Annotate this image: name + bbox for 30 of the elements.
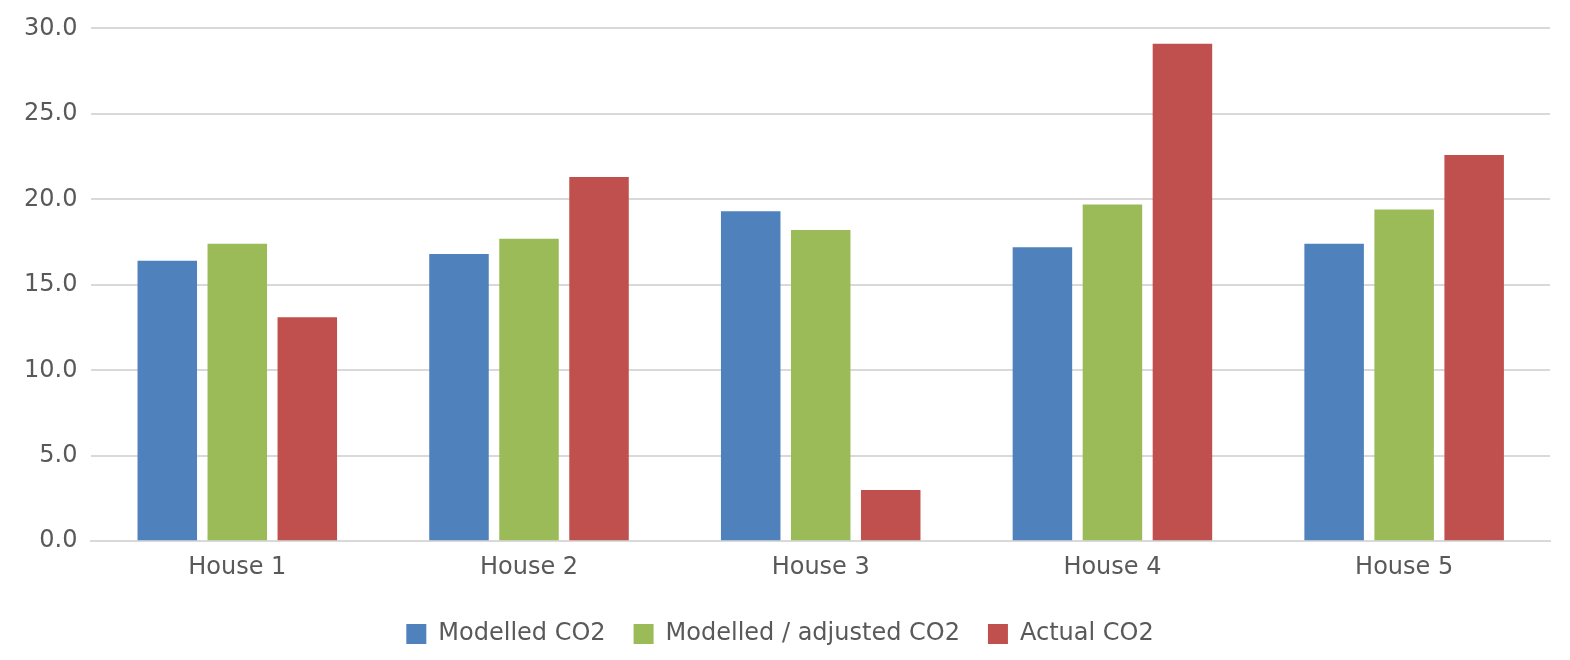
bar [207, 243, 268, 541]
x-tick-label: House 1 [188, 551, 287, 580]
bar [1444, 154, 1504, 541]
bar [499, 238, 559, 541]
bar [569, 177, 629, 541]
y-tick-label: 15.0 [24, 269, 78, 298]
legend-label: Modelled CO2 [438, 618, 606, 647]
bar [429, 254, 489, 541]
y-tick-label: 10.0 [24, 354, 78, 383]
bar [1152, 43, 1213, 541]
y-tick-label: 30.0 [24, 12, 78, 41]
bar [1304, 243, 1364, 541]
x-tick-label: House 4 [1063, 551, 1162, 580]
y-tick-label: 5.0 [39, 439, 78, 468]
bar [790, 230, 851, 541]
x-tick-label: House 2 [479, 551, 579, 580]
x-tick-label: House 5 [1355, 551, 1454, 580]
bar [1082, 204, 1143, 541]
bar [137, 260, 198, 541]
y-tick-label: 0.0 [39, 525, 78, 554]
legend-label: Actual CO2 [1019, 618, 1154, 647]
x-tick-label: House 3 [771, 551, 870, 580]
bar [1012, 247, 1073, 541]
legend-label: Modelled / adjusted CO2 [665, 618, 960, 647]
bar [720, 211, 781, 541]
bar [1374, 209, 1434, 541]
y-tick-label: 20.0 [24, 183, 78, 212]
y-tick-label: 25.0 [24, 98, 78, 127]
bar [277, 317, 338, 541]
bar [860, 489, 921, 541]
